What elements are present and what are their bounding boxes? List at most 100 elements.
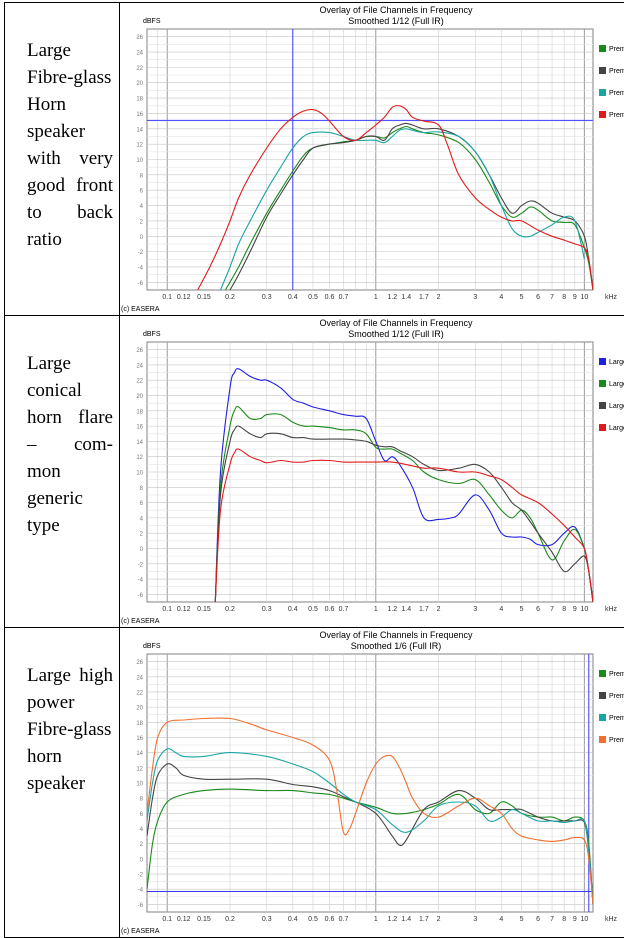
description-cell: Large conical horn flare – com-mon gener… — [4, 316, 120, 627]
x-tick-label: 0.12 — [177, 916, 191, 923]
y-tick-label: 12 — [136, 143, 143, 149]
series-group — [147, 654, 593, 912]
chart-cell: Overlay of File Channels in Frequency Smo… — [119, 3, 624, 315]
y-tick-label: 16 — [136, 425, 143, 431]
table-row: Large conical horn flare – com-mon gener… — [4, 316, 624, 628]
x-tick-label: 0.7 — [339, 606, 349, 613]
series-group — [214, 368, 593, 602]
y-tick-label: 10 — [136, 158, 143, 164]
y-tick-label: -6 — [138, 281, 144, 287]
x-tick-label: 0.1 — [162, 294, 172, 301]
x-tick-label: 9 — [573, 916, 577, 923]
legend-swatch — [599, 45, 606, 52]
legend-entry: Premium 1 — [609, 693, 624, 700]
y-tick-label: 0 — [140, 857, 144, 863]
x-tick-label: 1.4 — [401, 294, 411, 301]
x-tick-label: 9 — [573, 606, 577, 613]
x-tick-label: 10 — [580, 294, 588, 301]
y-tick-label: -2 — [138, 562, 144, 568]
x-tick-label: 2 — [437, 916, 441, 923]
x-tick-label: 1.7 — [419, 606, 429, 613]
y-tick-label: 8 — [140, 486, 144, 492]
x-tick-label: 0.4 — [288, 916, 298, 923]
series-line-4 — [147, 717, 593, 905]
y-tick-label: 0 — [140, 235, 144, 241]
x-tick-label: 3 — [473, 294, 477, 301]
chart-subtitle: Smoothed 1/6 (Full IR) — [351, 641, 442, 651]
x-tick-label: 0.5 — [308, 606, 318, 613]
y-tick-label: 22 — [136, 379, 143, 385]
chart-cell: Overlay of File Channels in Frequency Smo… — [119, 316, 624, 627]
frequency-response-chart: Overlay of File Channels in FrequencySmo… — [121, 318, 624, 625]
x-tick-label: 1 — [374, 916, 378, 923]
legend-swatch — [599, 714, 606, 721]
speaker-description: Large conical horn flare – com-mon gener… — [27, 353, 113, 536]
x-tick-label: 10 — [580, 606, 588, 613]
series-line-3 — [147, 748, 593, 905]
x-tick-label: 8 — [562, 606, 566, 613]
chart-subtitle: Smoothed 1/12 (Full IR) — [348, 16, 444, 26]
y-tick-label: -2 — [138, 873, 144, 879]
legend-entry: Large 1 @ — [609, 425, 624, 432]
series-line-1 — [224, 125, 593, 290]
y-tick-label: 6 — [140, 812, 144, 818]
x-tick-label: 7 — [550, 294, 554, 301]
y-tick-label: 14 — [136, 127, 143, 133]
y-tick-label: 18 — [136, 409, 143, 415]
x-tick-label: 8 — [562, 916, 566, 923]
y-tick-label: 14 — [136, 751, 143, 757]
y-tick-label: 2 — [140, 842, 144, 848]
legend-entry: Premi — [609, 68, 624, 75]
legend-swatch — [599, 402, 606, 409]
speaker-description: Large high power Fibre-glass horn speake… — [27, 665, 113, 794]
x-tick-label: 0.6 — [325, 916, 335, 923]
y-tick-label: 16 — [136, 112, 143, 118]
y-tick-label: 6 — [140, 501, 144, 507]
x-tick-label: 7 — [550, 606, 554, 613]
table-row: Large high power Fibre-glass horn speake… — [4, 628, 624, 937]
x-tick-label: 1 — [374, 294, 378, 301]
y-tick-label: -4 — [138, 578, 144, 584]
description-cell: Large high power Fibre-glass horn speake… — [4, 628, 120, 937]
legend-entry: Large 1 @ — [609, 381, 624, 388]
series-line-4 — [214, 448, 593, 602]
legend-entry: Premi — [609, 90, 624, 97]
y-tick-label: 26 — [136, 35, 143, 41]
x-tick-label: 0.7 — [339, 916, 349, 923]
series-line-2 — [147, 763, 593, 905]
y-tick-label: 18 — [136, 721, 143, 727]
y-tick-label: 4 — [140, 516, 144, 522]
series-group — [147, 29, 593, 290]
y-tick-label: 18 — [136, 97, 143, 103]
x-tick-label: 1.2 — [387, 294, 397, 301]
x-tick-label: 0.2 — [225, 294, 235, 301]
series-line-3 — [219, 128, 585, 290]
legend-entry: Premi — [609, 112, 624, 119]
frequency-response-chart: Overlay of File Channels in FrequencySmo… — [121, 630, 624, 935]
copyright-label: (c) EASERA — [121, 618, 160, 625]
x-tick-label: 0.4 — [288, 294, 298, 301]
x-axis-label: kHz — [605, 606, 618, 613]
y-tick-label: 20 — [136, 394, 143, 400]
legend-swatch — [599, 670, 606, 677]
x-tick-label: 5 — [520, 916, 524, 923]
x-tick-label: 1 — [374, 606, 378, 613]
x-tick-label: 0.15 — [197, 916, 211, 923]
y-tick-label: 24 — [136, 363, 143, 369]
x-tick-label: 0.5 — [308, 916, 318, 923]
x-tick-label: 0.6 — [325, 606, 335, 613]
x-tick-label: 4 — [499, 294, 503, 301]
x-tick-label: 5 — [520, 606, 524, 613]
y-tick-label: 8 — [140, 173, 144, 179]
y-tick-label: 10 — [136, 782, 143, 788]
y-tick-label: -6 — [138, 593, 144, 599]
x-tick-label: 0.2 — [225, 916, 235, 923]
y-tick-label: 22 — [136, 690, 143, 696]
y-tick-label: 2 — [140, 219, 144, 225]
y-tick-label: 12 — [136, 766, 143, 772]
x-tick-label: 8 — [562, 294, 566, 301]
series-line-4 — [197, 105, 593, 290]
y-tick-label: 4 — [140, 204, 144, 210]
legend-swatch — [599, 424, 606, 431]
chart-title: Overlay of File Channels in Frequency — [319, 630, 473, 640]
